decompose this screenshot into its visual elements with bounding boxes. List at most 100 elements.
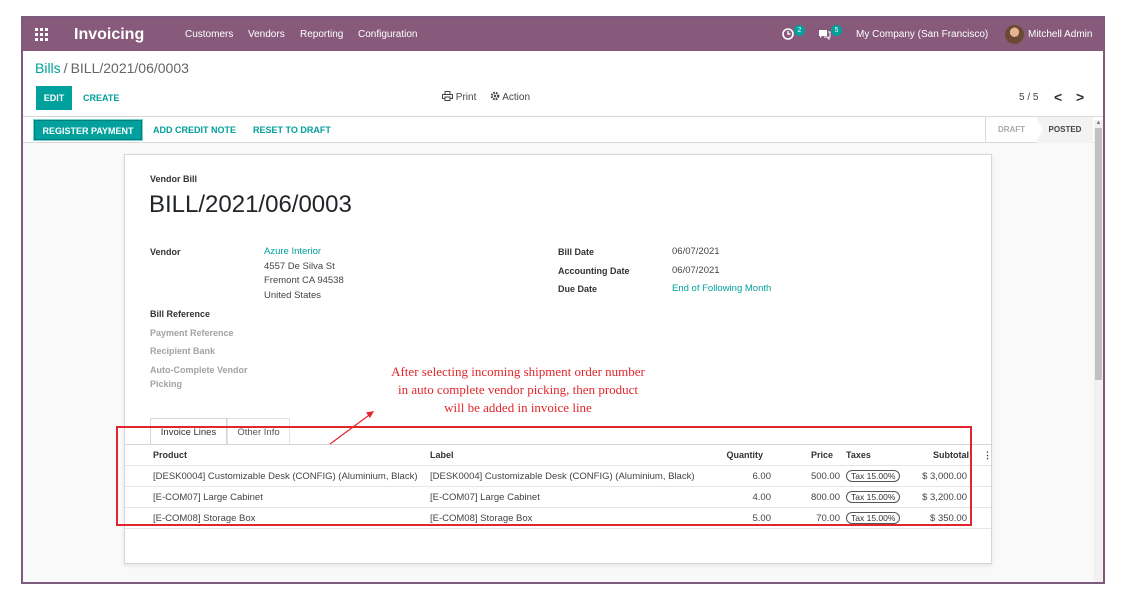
vendor-address-country: United States — [264, 290, 322, 301]
form-status-bar: REGISTER PAYMENT ADD CREDIT NOTE RESET T… — [23, 117, 1103, 143]
breadcrumb: Bills / BILL/2021/06/0003 — [35, 60, 189, 76]
menu-vendors[interactable]: Vendors — [248, 29, 285, 40]
create-button[interactable]: CREATE — [83, 93, 120, 103]
clock-icon — [782, 28, 794, 41]
row-quantity: 5.00 — [752, 513, 772, 524]
menu-customers[interactable]: Customers — [185, 29, 234, 40]
menu-reporting[interactable]: Reporting — [300, 29, 344, 40]
edit-button[interactable]: EDIT — [36, 86, 72, 110]
gear-icon — [490, 91, 500, 101]
breadcrumb-current: BILL/2021/06/0003 — [70, 60, 189, 76]
vendor-address-city: Fremont CA 94538 — [264, 275, 344, 286]
due-date-term-link[interactable]: End of Following Month — [672, 283, 772, 294]
header-quantity[interactable]: Quantity — [726, 450, 763, 460]
pager-next-button[interactable]: > — [1076, 89, 1085, 105]
row-subtotal: $ 3,200.00 — [922, 492, 967, 503]
header-subtotal[interactable]: Subtotal — [933, 450, 969, 460]
activity-count-badge: 2 — [794, 25, 805, 36]
row-product: [E-COM08] Storage Box — [153, 513, 256, 524]
tab-other-info[interactable]: Other Info — [227, 418, 290, 445]
row-quantity: 6.00 — [752, 471, 772, 482]
user-avatar[interactable] — [1005, 25, 1024, 44]
row-label: [E-COM08] Storage Box — [430, 513, 533, 524]
vendor-label: Vendor — [150, 247, 181, 257]
payment-reference-label: Payment Reference — [150, 328, 234, 338]
print-button[interactable]: Print — [442, 86, 476, 110]
pager-previous-button[interactable]: < — [1054, 89, 1063, 105]
vendor-link[interactable]: Azure Interior — [264, 246, 322, 257]
row-taxes: Tax 15.00% — [846, 508, 901, 529]
tax-tag: Tax 15.00% — [846, 491, 901, 503]
highlight-box — [116, 426, 972, 526]
row-price: 70.00 — [816, 513, 840, 524]
user-menu[interactable]: Mitchell Admin — [1028, 29, 1093, 40]
row-product: [DESK0004] Customizable Desk (CONFIG) (A… — [153, 471, 418, 482]
pager-value[interactable]: 5 / 5 — [1019, 92, 1039, 103]
row-taxes: Tax 15.00% — [846, 466, 901, 487]
app-window: Invoicing Customers Vendors Reporting Co… — [21, 16, 1105, 584]
action-button[interactable]: Action — [490, 86, 530, 110]
print-label: Print — [455, 92, 477, 103]
messages-button[interactable] — [818, 18, 831, 51]
apps-grid-icon[interactable] — [35, 28, 48, 41]
table-header-row: Product Label Quantity Price Taxes Subto… — [125, 445, 992, 466]
menu-configuration[interactable]: Configuration — [358, 29, 418, 40]
tab-invoice-lines[interactable]: Invoice Lines — [150, 418, 227, 445]
row-price: 500.00 — [810, 471, 840, 482]
column-options-icon[interactable]: ⋮ — [983, 450, 992, 460]
row-label: [DESK0004] Customizable Desk (CONFIG) (A… — [430, 471, 695, 482]
header-price[interactable]: Price — [810, 450, 833, 460]
header-product[interactable]: Product — [153, 450, 188, 460]
document-type-label: Vendor Bill — [150, 174, 198, 184]
action-label: Action — [502, 92, 531, 103]
row-subtotal: $ 350.00 — [930, 513, 967, 524]
tab-divider — [125, 444, 991, 445]
form-content-area: Vendor Bill BILL/2021/06/0003 Vendor Azu… — [23, 143, 1094, 582]
add-credit-note-button[interactable]: ADD CREDIT NOTE — [153, 125, 236, 135]
bill-number-title: BILL/2021/06/0003 — [149, 191, 352, 218]
row-price: 800.00 — [810, 492, 840, 503]
annotation-callout: After selecting incoming shipment order … — [360, 363, 676, 417]
scroll-up-arrow-icon[interactable]: ▲ — [1095, 120, 1102, 126]
tax-tag: Tax 15.00% — [846, 512, 901, 524]
accounting-date-value: 06/07/2021 — [672, 265, 720, 276]
main-navbar: Invoicing Customers Vendors Reporting Co… — [23, 18, 1103, 51]
scrollbar-thumb[interactable] — [1095, 128, 1102, 380]
row-taxes: Tax 15.00% — [846, 487, 901, 508]
accounting-date-label: Accounting Date — [558, 266, 630, 276]
breadcrumb-separator: / — [63, 60, 68, 76]
table-row[interactable]: [DESK0004] Customizable Desk (CONFIG) (A… — [125, 466, 991, 487]
chat-icon — [819, 30, 831, 41]
row-subtotal: $ 3,000.00 — [922, 471, 967, 482]
row-label: [E-COM07] Large Cabinet — [430, 492, 540, 503]
bill-reference-label: Bill Reference — [150, 309, 211, 319]
status-arrow-divider — [1035, 117, 1043, 143]
table-row[interactable]: [E-COM07] Large Cabinet [E-COM07] Large … — [125, 487, 991, 508]
printer-icon — [442, 91, 453, 101]
message-count-badge: 5 — [831, 25, 842, 36]
bill-date-value: 06/07/2021 — [672, 246, 720, 257]
table-row[interactable]: [E-COM08] Storage Box [E-COM08] Storage … — [125, 508, 991, 529]
annotation-line-1: After selecting incoming shipment order … — [391, 364, 645, 379]
control-panel: Bills / BILL/2021/06/0003 EDIT CREATE Prin… — [23, 51, 1103, 117]
reset-to-draft-button[interactable]: RESET TO DRAFT — [253, 125, 331, 135]
tax-tag: Tax 15.00% — [846, 470, 901, 482]
header-label[interactable]: Label — [430, 450, 454, 460]
bill-date-label: Bill Date — [558, 247, 595, 257]
activity-button[interactable] — [782, 18, 794, 51]
form-sheet: Vendor Bill BILL/2021/06/0003 Vendor Azu… — [124, 154, 992, 564]
status-stage-draft: DRAFT — [985, 117, 1037, 143]
annotation-line-3: will be added in invoice line — [444, 400, 592, 415]
due-date-label: Due Date — [558, 284, 598, 294]
annotation-line-2: in auto complete vendor picking, then pr… — [397, 382, 639, 397]
breadcrumb-bills-link[interactable]: Bills — [35, 60, 61, 76]
status-stage-posted: POSTED — [1037, 117, 1093, 143]
register-payment-button[interactable]: REGISTER PAYMENT — [34, 120, 142, 140]
header-taxes[interactable]: Taxes — [846, 450, 871, 460]
row-product: [E-COM07] Large Cabinet — [153, 492, 263, 503]
row-quantity: 4.00 — [752, 492, 772, 503]
recipient-bank-label: Recipient Bank — [150, 346, 216, 356]
company-switcher[interactable]: My Company (San Francisco) — [856, 29, 989, 40]
auto-complete-picking-label: Picking — [150, 379, 183, 389]
app-title[interactable]: Invoicing — [74, 26, 145, 43]
